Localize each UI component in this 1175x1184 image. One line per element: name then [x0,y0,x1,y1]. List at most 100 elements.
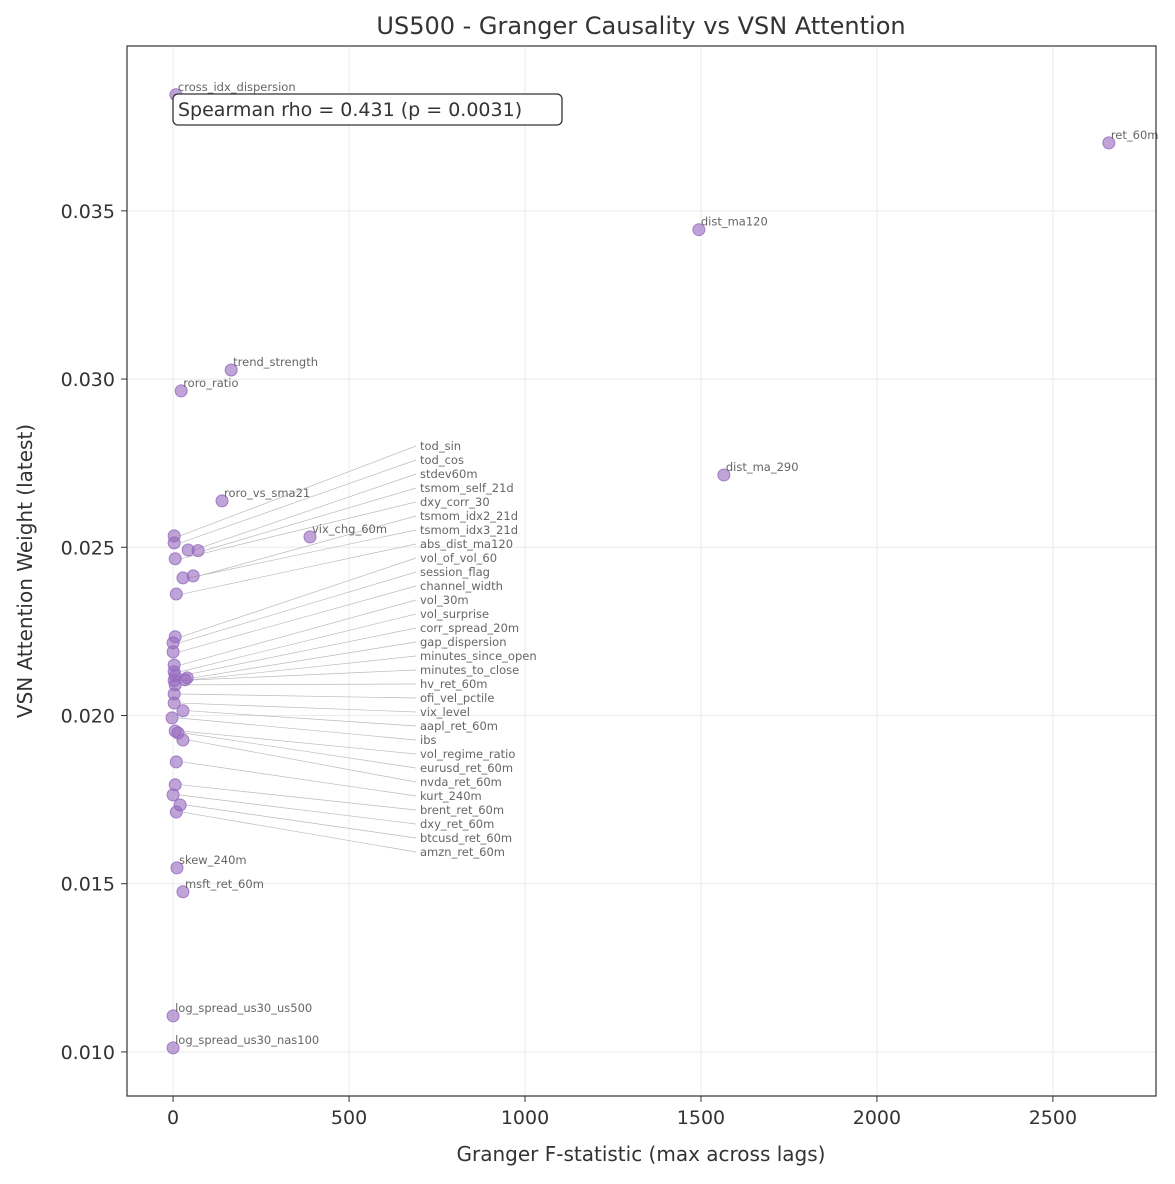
point-label: ret_60m [1111,128,1159,142]
data-point [215,494,229,508]
data-point [717,468,731,482]
label-leader-line [188,739,417,783]
point-label: log_spread_us30_nas100 [175,1033,319,1047]
data-point [166,788,180,802]
annotation-box [172,93,563,126]
point-labels: cross_idx_dispersion ret_60m dist_ma120tre… [175,80,1158,1047]
label-leader-line [180,702,417,713]
data-point [166,1009,180,1023]
x-tick-label: 2000 [853,1107,901,1129]
data-point [176,885,190,899]
data-point [1102,136,1116,150]
point-label: kurt_240m [420,789,482,803]
point-label: vix_chg_60m [312,522,387,536]
point-label: session_flag [420,565,490,579]
data-point [176,733,190,747]
point-label: tsmom_self_21d [420,481,514,495]
label-leader-line [181,683,417,686]
data-point [167,696,181,710]
spearman-annotation: Spearman rho = 0.431 (p = 0.0031) [178,99,522,121]
data-point [191,544,205,558]
point-label: ofi_vel_pctile [420,691,494,705]
point-label: channel_width [420,579,503,593]
x-tick-label: 500 [331,1107,367,1129]
point-label: vol_surprise [420,607,489,621]
point-label: tod_cos [420,453,464,467]
data-point [167,536,181,550]
label-leader-line [188,529,417,579]
y-tick-label: 0.020 [61,705,115,727]
point-label: msft_ret_60m [185,877,264,891]
label-leader-line [181,557,417,638]
label-leader-line [186,804,417,839]
label-leader-line [181,501,417,560]
point-label: stdev60m [420,467,478,481]
label-leader-line [178,717,417,741]
data-point [174,384,188,398]
y-tick-label: 0.015 [61,874,115,896]
label-leader-line [182,811,417,853]
point-label: nvda_ret_60m [420,775,502,789]
point-label: log_spread_us30_us500 [175,1001,312,1015]
point-label: dist_ma120 [701,215,768,229]
data-point [168,552,182,566]
data-point [169,755,183,769]
point-label: abs_dist_ma120 [420,537,513,551]
label-leader-line [182,761,417,797]
x-tick-label: 2500 [1029,1107,1077,1129]
label-leader-line [191,655,417,681]
label-leader-line [203,487,417,551]
x-axis-label: Granger F-statistic (max across lags) [457,1142,826,1166]
label-leader-line [179,571,417,644]
data-point [303,530,317,544]
y-tick-label: 0.035 [61,201,115,223]
point-label: brent_ret_60m [420,803,504,817]
point-label: gap_dispersion [420,635,507,649]
point-label: vol_30m [420,593,469,607]
x-tick-label: 1500 [677,1107,725,1129]
data-point [166,645,180,659]
point-label: ibs [420,733,437,747]
point-label: aapl_ret_60m [420,719,498,733]
data-point [169,805,183,819]
points [165,88,1116,1055]
x-tick-label: 0 [167,1107,179,1129]
label-leader-line [193,641,417,679]
label-leader-line [194,473,417,551]
label-leader-lines [178,445,417,853]
point-label: cross_idx_dispersion [178,80,296,94]
label-leader-line [180,445,417,537]
point-label: btcusd_ret_60m [420,831,512,845]
label-leader-line [180,613,417,673]
label-leader-line [180,599,417,666]
label-leader-line [180,669,417,681]
point-label: tod_sin [420,439,461,453]
label-leader-line [181,730,417,755]
label-leader-line [179,585,417,653]
point-label: hv_ret_60m [420,677,488,691]
point-label: corr_spread_20m [420,621,519,635]
point-label: trend_strength [233,355,318,369]
point-label: minutes_to_close [420,663,519,677]
label-leader-line [180,459,417,544]
y-tick-label: 0.025 [61,537,115,559]
data-point [692,223,706,237]
label-leader-line [179,794,417,825]
x-tick-label: 1000 [501,1107,549,1129]
point-label: tsmom_idx2_21d [420,509,518,523]
point-label: vol_regime_ratio [420,747,515,761]
point-label: tsmom_idx3_21d [420,523,518,537]
point-label: dxy_ret_60m [420,817,494,831]
label-leader-line [188,710,417,727]
label-leader-line [182,543,417,595]
plot-frame [126,45,1157,1097]
data-point [165,711,179,725]
point-label: vol_of_vol_60 [420,551,497,565]
grid [127,46,1156,1096]
point-label: roro_vs_sma21 [224,486,310,500]
point-label: dxy_corr_30 [420,495,490,509]
chart-title: US500 - Granger Causality vs VSN Attenti… [376,12,905,40]
data-point [224,363,238,377]
y-axis-label: VSN Attention Weight (latest) [13,424,37,718]
